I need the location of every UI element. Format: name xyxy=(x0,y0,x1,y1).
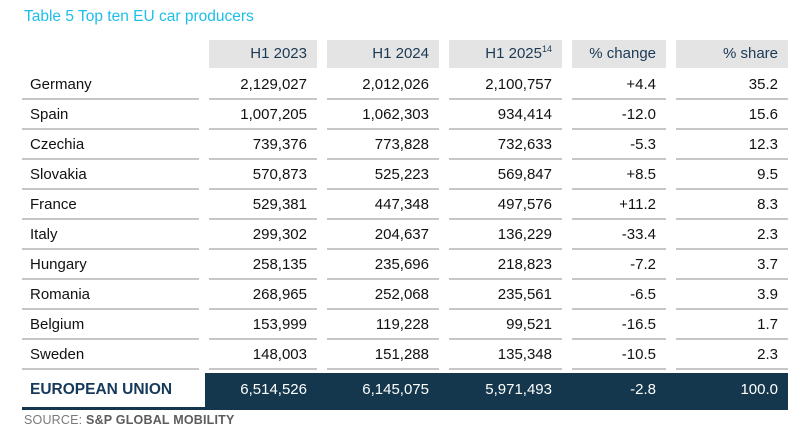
pct-change-cell: -7.2 xyxy=(572,250,666,280)
table-row-italy: Italy 299,302 204,637 136,229 -33.4 2.3 xyxy=(22,220,788,250)
h1-2025-cell: 732,633 xyxy=(449,130,562,160)
h1-2023-cell: 529,381 xyxy=(209,190,317,220)
h1-2025-cell: 2,100,757 xyxy=(449,70,562,100)
pct-share-total-cell: 100.0 xyxy=(740,381,778,398)
h1-2025-cell: 235,561 xyxy=(449,280,562,310)
h1-2024-cell: 119,228 xyxy=(327,310,439,340)
h1-2023-cell: 739,376 xyxy=(209,130,317,160)
country-cell: Czechia xyxy=(22,130,199,160)
h1-2024-cell: 235,696 xyxy=(327,250,439,280)
h1-2023-cell: 1,007,205 xyxy=(209,100,317,130)
pct-share-cell: 3.9 xyxy=(676,280,788,310)
source-prefix: SOURCE: xyxy=(24,413,83,427)
pct-change-cell: -5.3 xyxy=(572,130,666,160)
header-h1-2025-label: H1 2025 xyxy=(485,45,542,62)
pct-share-cell: 9.5 xyxy=(676,160,788,190)
pct-change-cell: -10.5 xyxy=(572,340,666,370)
table-row-belgium: Belgium 153,999 119,228 99,521 -16.5 1.7 xyxy=(22,310,788,340)
pct-share-cell: 15.6 xyxy=(676,100,788,130)
pct-change-cell: +11.2 xyxy=(572,190,666,220)
h1-2025-cell: 99,521 xyxy=(449,310,562,340)
h1-2023-cell: 148,003 xyxy=(209,340,317,370)
h1-2023-cell: 2,129,027 xyxy=(209,70,317,100)
header-h1-2025: H1 202514 xyxy=(449,40,562,68)
h1-2024-cell: 2,012,026 xyxy=(327,70,439,100)
table-footer-row: EUROPEAN UNION 6,514,526 6,145,075 5,971… xyxy=(22,373,788,410)
h1-2025-cell: 934,414 xyxy=(449,100,562,130)
country-cell: Italy xyxy=(22,220,199,250)
country-cell: Sweden xyxy=(22,340,199,370)
pct-share-cell: 8.3 xyxy=(676,190,788,220)
pct-share-cell: 1.7 xyxy=(676,310,788,340)
h1-2024-cell: 1,062,303 xyxy=(327,100,439,130)
h1-2023-cell: 570,873 xyxy=(209,160,317,190)
country-cell: Belgium xyxy=(22,310,199,340)
h1-2023-cell: 258,135 xyxy=(209,250,317,280)
pct-change-cell: +8.5 xyxy=(572,160,666,190)
table-header-row: H1 2023 H1 2024 H1 202514 % change % sha… xyxy=(22,40,788,68)
pct-share-cell: 12.3 xyxy=(676,130,788,160)
country-cell: France xyxy=(22,190,199,220)
country-cell: Spain xyxy=(22,100,199,130)
h1-2025-cell: 136,229 xyxy=(449,220,562,250)
country-cell: Romania xyxy=(22,280,199,310)
table-row-france: France 529,381 447,348 497,576 +11.2 8.3 xyxy=(22,190,788,220)
table-title: Table 5 Top ten EU car producers xyxy=(24,8,254,25)
header-h1-2023: H1 2023 xyxy=(209,40,317,68)
header-pct-share: % share xyxy=(676,40,788,68)
pct-share-cell: 2.3 xyxy=(676,220,788,250)
table-row-slovakia: Slovakia 570,873 525,223 569,847 +8.5 9.… xyxy=(22,160,788,190)
table-row-romania: Romania 268,965 252,068 235,561 -6.5 3.9 xyxy=(22,280,788,310)
pct-share-cell: 3.7 xyxy=(676,250,788,280)
country-cell: Germany xyxy=(22,70,199,100)
pct-share-cell: 2.3 xyxy=(676,340,788,370)
h1-2024-cell: 525,223 xyxy=(327,160,439,190)
h1-2023-total-cell: 6,514,526 xyxy=(240,381,307,398)
pct-change-cell: -6.5 xyxy=(572,280,666,310)
h1-2025-cell: 218,823 xyxy=(449,250,562,280)
h1-2025-cell: 569,847 xyxy=(449,160,562,190)
source-line: SOURCE: S&P GLOBAL MOBILITY xyxy=(24,413,235,427)
header-h1-2024: H1 2024 xyxy=(327,40,439,68)
table-row-hungary: Hungary 258,135 235,696 218,823 -7.2 3.7 xyxy=(22,250,788,280)
h1-2025-total-cell: 5,971,493 xyxy=(485,381,552,398)
h1-2023-cell: 268,965 xyxy=(209,280,317,310)
h1-2023-cell: 153,999 xyxy=(209,310,317,340)
pct-change-cell: -12.0 xyxy=(572,100,666,130)
table-row-sweden: Sweden 148,003 151,288 135,348 -10.5 2.3 xyxy=(22,340,788,370)
source-name: S&P GLOBAL MOBILITY xyxy=(86,413,235,427)
header-empty-cell xyxy=(22,40,199,68)
h1-2024-cell: 204,637 xyxy=(327,220,439,250)
header-pct-change: % change xyxy=(572,40,666,68)
h1-2024-cell: 773,828 xyxy=(327,130,439,160)
footnote-marker: 14 xyxy=(541,44,552,54)
h1-2024-cell: 447,348 xyxy=(327,190,439,220)
h1-2025-cell: 135,348 xyxy=(449,340,562,370)
car-producers-table: H1 2023 H1 2024 H1 202514 % change % sha… xyxy=(22,40,788,410)
pct-change-cell: -33.4 xyxy=(572,220,666,250)
h1-2024-cell: 252,068 xyxy=(327,280,439,310)
h1-2023-cell: 299,302 xyxy=(209,220,317,250)
h1-2024-total-cell: 6,145,075 xyxy=(362,381,429,398)
country-cell: Slovakia xyxy=(22,160,199,190)
pct-change-total-cell: -2.8 xyxy=(630,381,656,398)
pct-change-cell: -16.5 xyxy=(572,310,666,340)
table-row-germany: Germany 2,129,027 2,012,026 2,100,757 +4… xyxy=(22,70,788,100)
country-cell: Hungary xyxy=(22,250,199,280)
h1-2025-cell: 497,576 xyxy=(449,190,562,220)
table-row-spain: Spain 1,007,205 1,062,303 934,414 -12.0 … xyxy=(22,100,788,130)
table-row-czechia: Czechia 739,376 773,828 732,633 -5.3 12.… xyxy=(22,130,788,160)
pct-change-cell: +4.4 xyxy=(572,70,666,100)
eu-total-label: EUROPEAN UNION xyxy=(30,381,173,398)
h1-2024-cell: 151,288 xyxy=(327,340,439,370)
pct-share-cell: 35.2 xyxy=(676,70,788,100)
